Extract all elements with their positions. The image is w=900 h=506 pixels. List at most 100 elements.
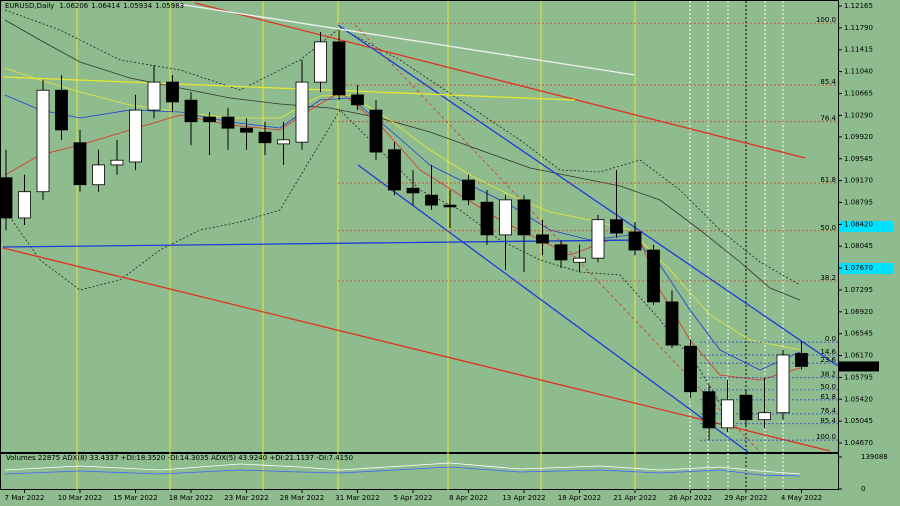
candle-body xyxy=(573,257,586,263)
candle-body xyxy=(665,301,679,346)
studies xyxy=(2,2,839,477)
axis-highlight xyxy=(839,221,893,232)
y-tick-label: 1.08795 xyxy=(844,199,873,207)
y-tick-label: 1.11415 xyxy=(844,46,873,54)
trend-line xyxy=(2,76,576,101)
y-tick-label: 1.08420 xyxy=(844,220,873,228)
y-tick-label: 1.05420 xyxy=(844,395,873,403)
x-tick-label: 31 Mar 2022 xyxy=(335,494,379,502)
plot-frame xyxy=(0,0,839,453)
candle-body xyxy=(425,194,438,206)
y-tick-label: 1.12165 xyxy=(844,2,873,10)
candle-body xyxy=(536,234,549,244)
moving-average-yellow xyxy=(4,67,801,351)
candle-body xyxy=(369,109,383,153)
x-tick-label: 8 Apr 2022 xyxy=(449,494,488,502)
bollinger-upper xyxy=(4,9,801,286)
y-tick-label: 1.06545 xyxy=(844,330,873,338)
candle-body xyxy=(795,353,808,367)
candle-body xyxy=(147,81,161,111)
candle-body xyxy=(166,81,179,103)
fib-label: 61.8 xyxy=(820,176,836,184)
fib-label: 85.4 xyxy=(820,78,836,86)
candle-body xyxy=(0,177,13,219)
candle-body xyxy=(684,345,697,393)
candle-body xyxy=(499,199,512,236)
y-tick-label: 1.06170 xyxy=(844,352,873,360)
moving-average xyxy=(4,19,801,301)
fib-label: 76.4 xyxy=(820,407,836,415)
x-tick-label: 21 Apr 2022 xyxy=(613,494,656,502)
price-marker-box xyxy=(839,361,879,372)
candle-body xyxy=(739,394,753,421)
candle-body xyxy=(110,159,124,166)
y-tick-label: 1.11790 xyxy=(844,24,873,32)
candle-body xyxy=(184,99,198,123)
fib-label: 50.0 xyxy=(820,383,836,391)
candle-body xyxy=(388,149,401,191)
fib-label: 23.6 xyxy=(820,356,836,364)
candle-body xyxy=(351,94,364,106)
x-tick-label: 5 Apr 2022 xyxy=(394,494,433,502)
moving-average-blue xyxy=(4,94,801,371)
candle-body xyxy=(647,249,660,303)
candle-body xyxy=(203,116,216,123)
candle-body xyxy=(277,139,290,145)
x-tick-label: 26 Apr 2022 xyxy=(669,494,712,502)
x-tick-label: 18 Mar 2022 xyxy=(169,494,213,502)
y-tick-label: 1.08045 xyxy=(844,242,873,250)
trend-line xyxy=(354,24,761,453)
fib-label: 14.6 xyxy=(820,348,836,356)
fib-label: 85.4 xyxy=(820,417,836,425)
candle-body xyxy=(480,201,494,236)
y-tick-label: 1.10290 xyxy=(844,111,873,119)
candle-body xyxy=(55,89,68,131)
candle-body xyxy=(554,244,568,261)
open-value: 1.06206 xyxy=(59,2,88,10)
x-tick-label: 18 Apr 2022 xyxy=(558,494,601,502)
candle-body xyxy=(332,41,346,96)
title: EURUSD,Daily 1.06206 1.06414 1.05934 1.05983 xyxy=(5,2,184,10)
bollinger-lower xyxy=(4,109,731,421)
candle-body xyxy=(462,179,475,201)
fib-label: 76.4 xyxy=(820,115,836,123)
axis-highlight xyxy=(839,263,893,274)
x-tick-label: 29 Apr 2022 xyxy=(724,494,767,502)
candle-body xyxy=(721,399,734,429)
fib-label: 100.0 xyxy=(816,16,836,24)
candle-body xyxy=(314,41,327,83)
candle-body xyxy=(36,89,50,193)
candle-body xyxy=(129,109,142,163)
candle-body xyxy=(702,391,716,429)
y-tick-label: 1.09545 xyxy=(844,155,873,163)
support-line xyxy=(2,239,641,248)
y-tick-label: 1.07670 xyxy=(844,264,873,272)
y-tick-label: 1.06920 xyxy=(844,308,873,316)
y-tick-label: 1.07295 xyxy=(844,286,873,294)
fib-label: 61.8 xyxy=(820,393,836,401)
y-tick-label: 1.09170 xyxy=(844,177,873,185)
trend-line xyxy=(177,3,636,76)
candle-body xyxy=(758,412,771,421)
fib-label: 100.0 xyxy=(816,433,836,441)
indicator-frame xyxy=(0,453,839,490)
candle-body xyxy=(221,116,235,129)
y-tick-label: 1.09920 xyxy=(844,133,873,141)
candle-body xyxy=(610,219,623,234)
price-marker-label: 1.05983 xyxy=(842,362,871,370)
candle-body xyxy=(591,219,605,259)
y-tick-label: 1.11040 xyxy=(844,68,873,76)
fib-label: 38.2 xyxy=(820,371,836,379)
x-tick-label: 28 Mar 2022 xyxy=(280,494,324,502)
fib-label: 38.2 xyxy=(820,274,836,282)
x-tick-label: 7 Mar 2022 xyxy=(5,494,45,502)
y-tick-label: 1.05795 xyxy=(844,373,873,381)
candle-body xyxy=(517,199,531,236)
candle-body xyxy=(258,131,272,144)
x-tick-label: 13 Apr 2022 xyxy=(502,494,545,502)
close-value: 1.05983 xyxy=(155,2,184,10)
fib-label: 0.0 xyxy=(825,335,836,343)
candle-body xyxy=(295,81,309,143)
y-tick-label: 1.04670 xyxy=(844,439,873,447)
